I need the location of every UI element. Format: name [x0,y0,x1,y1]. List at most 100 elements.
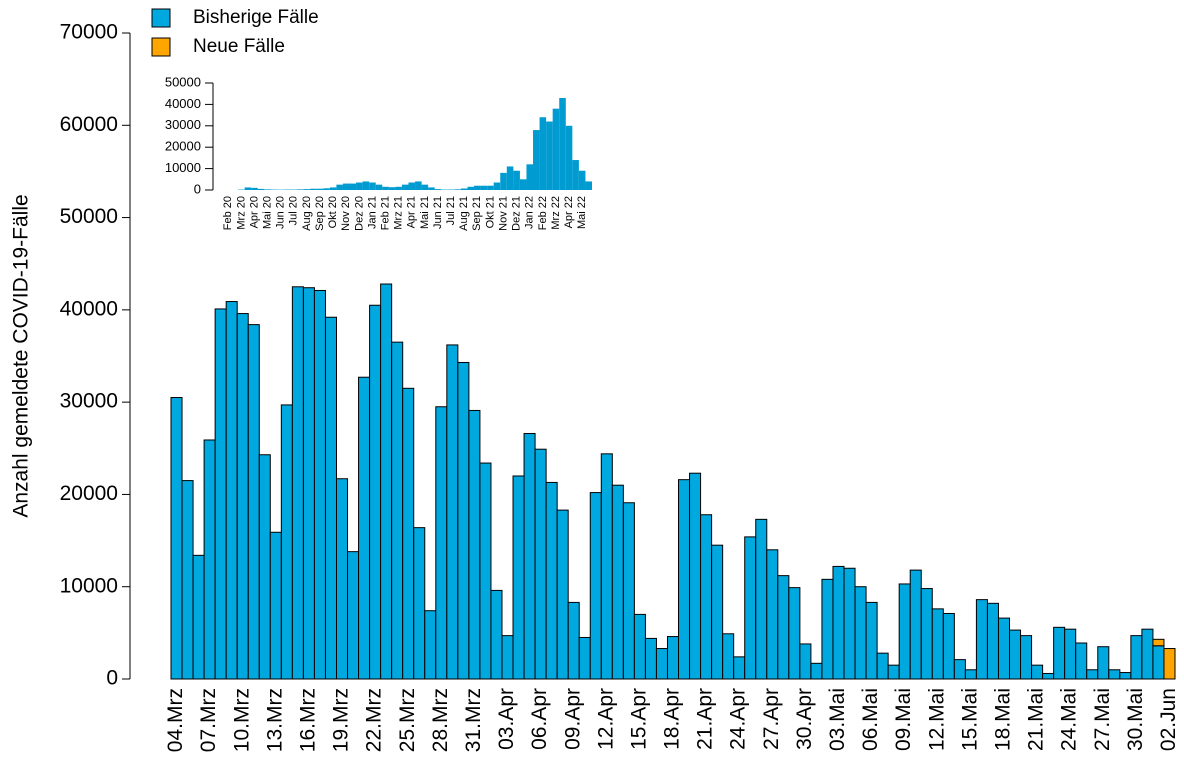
bar [506,166,514,190]
bar [203,439,216,680]
x-tick-label: 25.Mrz [396,688,419,752]
bar [526,164,534,190]
x-tick-label: Dez 20 [353,196,365,231]
bar [578,636,591,680]
bar [490,589,503,680]
x-tick-label: 24.Mai [1058,688,1081,751]
bar [534,448,547,680]
bar [1075,642,1088,680]
x-tick-label: Feb 20 [222,196,234,230]
bar [347,551,360,680]
bar [434,189,442,190]
bar [821,578,834,680]
bar [788,587,801,680]
y-tick-label: 40000 [165,96,201,111]
bar [401,184,409,190]
bar [722,633,735,680]
bar [920,588,933,680]
x-tick-label: Mrz 20 [235,196,247,230]
x-tick-label: Mrz 22 [550,196,562,230]
x-tick-label: Feb 21 [379,196,391,230]
bar [700,514,713,680]
bar [1163,648,1176,680]
bar [997,617,1011,680]
bar [666,636,680,680]
bar [546,121,553,190]
bar [1152,638,1165,647]
x-tick-label: Apr 20 [248,196,260,228]
bar [500,172,507,190]
bar [313,289,326,680]
x-tick-label: 21.Mai [1025,688,1048,751]
bar [415,181,422,190]
x-tick-label: 30.Apr [793,688,816,750]
x-tick-label: Jun 21 [432,196,444,229]
bar [1119,672,1132,680]
y-tick-label: 10000 [165,160,201,175]
bar [559,97,566,190]
bar [799,643,812,680]
bar [257,188,265,190]
y-tick-label: 60000 [60,113,118,136]
bar [533,130,540,190]
bar [369,304,382,680]
bar [1086,669,1099,680]
x-tick-label: Aug 21 [458,196,470,231]
bar [342,183,350,190]
bar [402,387,415,680]
x-tick-label: 24.Apr [727,688,750,750]
bar [622,502,635,680]
bar [457,361,470,680]
bar [755,518,768,680]
bar [303,189,311,190]
y-tick-label: 70000 [60,21,118,44]
x-tick-label: 13.Mrz [263,688,286,752]
y-axis-label: Anzahl gemeldete COVID-19-Fälle [10,194,33,517]
bar [986,602,999,680]
x-tick-label: 12.Mai [925,688,948,751]
bar [468,409,481,680]
bar [358,376,371,680]
x-tick-label: Mai 20 [262,196,274,229]
x-tick-label: Apr 22 [563,196,575,228]
x-tick-label: 16.Mrz [296,688,319,752]
bar [876,652,889,680]
bar [247,324,260,680]
bar [421,184,429,190]
bar [362,181,370,190]
x-tick-label: 18.Apr [661,688,684,750]
x-tick-label: 31.Mrz [462,688,485,752]
bar [733,656,746,680]
y-tick-label: 30000 [165,117,201,132]
bar [424,610,437,680]
bar [291,286,304,680]
bar [336,184,343,190]
x-tick-label: Jun 20 [275,196,287,229]
bar [633,613,646,680]
bar [565,125,573,190]
bar [302,287,315,680]
legend-swatch [151,37,171,57]
bar [572,160,579,190]
bar [898,583,911,680]
bar [428,187,435,190]
bar [391,341,404,680]
bar [655,648,668,680]
bar [388,187,396,190]
bar [460,188,468,190]
bar [1031,664,1044,680]
bar [589,492,602,680]
legend-swatch [151,8,171,28]
x-tick-label: Sep 21 [471,196,483,231]
x-tick-label: Mai 21 [419,196,431,229]
bar [446,344,459,680]
y-tick-label: 50000 [165,74,201,89]
bar [865,601,878,680]
bar [744,536,757,680]
x-tick-label: Jul 20 [288,196,300,225]
bar [611,484,624,680]
bar [170,397,183,680]
bar [454,189,461,190]
bar [323,188,330,190]
